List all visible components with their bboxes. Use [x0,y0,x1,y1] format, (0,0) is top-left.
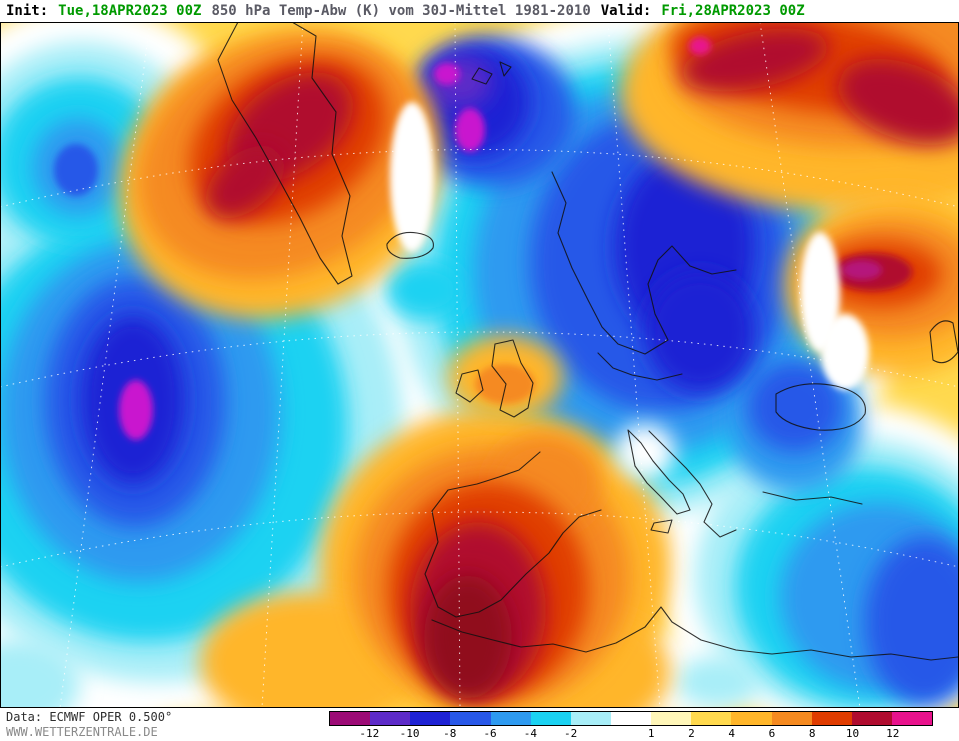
colorbar-segment [570,712,611,725]
colorbar-tick-label: 4 [728,727,735,740]
valid-label: Valid: [600,3,652,19]
coast-italy [627,429,691,515]
coast-greenland [217,22,353,285]
credits-block: Data: ECMWF OPER 0.500° WWW.WETTERZENTRA… [6,710,172,740]
anomaly-blob [865,537,959,707]
coast-anatolia [762,491,863,505]
anomaly-blob [455,108,485,152]
anomaly-blob [747,362,843,452]
anomaly-blob [645,272,755,392]
colorbar-tick-label: 2 [688,727,695,740]
graticule-lines [0,22,959,708]
colorbar-tick-label: 10 [845,727,860,740]
colorbar-segment [610,712,652,725]
coast-ireland [455,369,484,403]
init-label: Init: [6,3,49,19]
colorbar-segment [410,712,451,725]
colorbar-tick-label: -6 [483,727,497,740]
colorbar-segment [370,712,411,725]
coast-black-sea [775,383,866,431]
coast-caspian [929,320,959,364]
colorbar-tick-label: -12 [359,727,380,740]
colorbar-tick-label: 12 [886,727,900,740]
coast-iceland [386,231,434,259]
colorbar-tick-label: 6 [768,727,776,740]
anomaly-blob [390,102,434,252]
coast-britain [491,339,534,418]
colorbar-segment [891,712,933,725]
colorbar-tick-label: -2 [563,727,578,740]
colorbar-segment [811,712,852,725]
colorbar-tick-label: -10 [399,727,420,740]
anomaly-blob [475,364,535,404]
anomaly-blobs [0,22,959,708]
coast-svalbard-2 [499,61,512,77]
anomaly-blob [837,59,959,145]
map-header: Init: Tue,18APR2023 00Z 850 hPa Temp-Abw… [0,0,959,22]
anomaly-map-svg [0,22,959,708]
anomaly-blob [689,37,711,55]
colorbar-segment [490,712,531,725]
anomaly-blob [385,260,465,320]
map-footer: Data: ECMWF OPER 0.500° WWW.WETTERZENTRA… [0,708,959,741]
colorbar-segment [450,712,491,725]
anomaly-blob [615,424,675,480]
anomaly-blob [0,639,80,708]
colorbar-segment [691,712,732,725]
anomaly-blob [424,575,512,699]
map-title: 850 hPa Temp-Abw (K) vom 30J-Mittel 1981… [211,3,591,19]
colorbar-segment [330,712,371,725]
anomaly-blob [119,380,153,440]
coastline-paths [217,22,959,661]
colorbar-tick-label: 1 [647,727,655,740]
website-credit: WWW.WETTERZENTRALE.DE [6,725,158,739]
coast-adriatic-greece [648,430,737,538]
coast-north-africa [431,606,959,661]
colorbar-segment [771,712,812,725]
coast-sicily [650,519,673,534]
colorbar [329,711,933,726]
coast-iberia-france [424,451,602,618]
map-area [0,22,959,708]
colorbar-segment [651,712,692,725]
coast-svalbard [471,67,493,85]
colorbar-tick-label: -4 [523,727,537,740]
anomaly-blob [681,28,829,92]
colorbar-segment [851,712,892,725]
anomaly-blob [54,144,98,196]
coast-scandinavia [551,171,737,355]
anomaly-blob [434,63,460,85]
colorbar-labels: -12 -10 -8 -6 -4 -2 1 2 4 6 8 10 12 [329,726,933,741]
anomaly-blob [842,260,882,280]
colorbar-tick-label: 8 [808,727,816,740]
colorbar-legend: -12 -10 -8 -6 -4 -2 1 2 4 6 8 10 12 [329,710,933,741]
data-source: Data: ECMWF OPER 0.500° [6,710,173,724]
coast-south-baltic [597,352,683,381]
anomaly-blob [206,145,284,219]
anomaly-blob [800,232,840,352]
anomaly-blob [428,56,492,108]
anomaly-blob [676,656,760,708]
init-value: Tue,18APR2023 00Z [58,3,202,19]
colorbar-segment [530,712,571,725]
valid-value: Fri,28APR2023 00Z [661,3,805,19]
colorbar-tick-label: -8 [443,727,457,740]
colorbar-segment [731,712,772,725]
